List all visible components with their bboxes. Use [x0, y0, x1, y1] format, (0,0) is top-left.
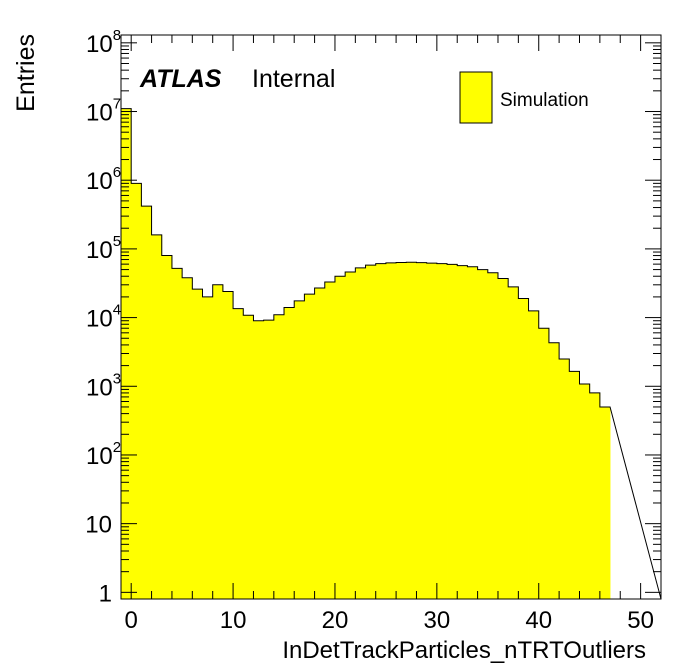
histogram-bin: [406, 262, 417, 599]
histogram-bin: [284, 307, 295, 599]
axis-ticks: [121, 35, 661, 599]
histogram-bin: [569, 371, 580, 599]
x-tick-label: 20: [322, 607, 349, 634]
internal-label: Internal: [252, 65, 335, 93]
histogram-bin: [233, 308, 244, 599]
y-tick-label: 10: [85, 512, 112, 539]
y-tick-label: 1: [99, 580, 112, 607]
x-tick-label: 0: [125, 607, 138, 634]
histogram-bin: [212, 284, 224, 599]
histogram-bin: [141, 206, 152, 599]
y-tick-labels: 1 10 102 103 104 105 106 107 108: [85, 27, 121, 608]
x-tick-label: 40: [525, 607, 552, 634]
x-tick-label: 10: [220, 607, 247, 634]
histogram-bin: [192, 289, 203, 599]
histogram-bin: [314, 287, 326, 599]
legend-swatch: [459, 71, 493, 124]
histogram-bin: [324, 281, 336, 599]
y-tick-label: 108: [86, 27, 121, 58]
histogram-bin: [222, 291, 234, 599]
histogram-bin: [457, 265, 468, 599]
histogram-bin: [579, 383, 591, 599]
histogram-outline: [120, 108, 662, 600]
histogram-bin: [202, 296, 214, 599]
histogram-bin: [334, 276, 346, 599]
x-axis-label: InDetTrackParticles_nTRTOutliers: [282, 637, 646, 664]
y-tick-label: 107: [86, 96, 121, 127]
histogram-bin: [375, 263, 387, 599]
x-tick-label: 50: [627, 607, 654, 634]
y-axis-label: Entries: [12, 34, 40, 112]
histogram-bin: [243, 315, 254, 599]
histogram-bin: [538, 328, 550, 599]
y-tick-label: 102: [86, 439, 121, 470]
histogram-bars: [121, 108, 611, 600]
histogram-bin: [508, 286, 519, 599]
histogram-bin: [548, 342, 560, 599]
histogram-bin: [487, 272, 499, 599]
x-tick-labels: 0 10 20 30 40 50: [125, 607, 654, 634]
atlas-label: ATLAS: [139, 65, 222, 93]
y-tick-label: 105: [86, 233, 121, 264]
histogram-bin: [559, 358, 570, 599]
histogram-bin: [528, 310, 540, 599]
histogram-bin: [304, 294, 315, 599]
plot-frame: [120, 34, 662, 600]
histogram-bin: [477, 269, 489, 599]
histogram-bin: [426, 263, 438, 599]
histogram-bin: [273, 314, 285, 599]
histogram-bin: [263, 320, 275, 599]
histogram-bin: [589, 392, 601, 599]
y-tick-label: 104: [86, 302, 121, 333]
histogram-bin: [182, 277, 193, 599]
x-tick-label: 30: [423, 607, 450, 634]
histogram-bin: [131, 183, 142, 599]
histogram-bin: [294, 300, 305, 599]
histogram-bin: [467, 266, 479, 599]
histogram-bin: [171, 268, 183, 599]
histogram-bin: [518, 298, 529, 599]
histogram-bin: [497, 278, 509, 599]
histogram-bin: [416, 262, 428, 599]
y-tick-label: 103: [86, 370, 121, 401]
histogram-bin: [355, 267, 366, 599]
histogram-bin: [396, 262, 407, 599]
y-tick-label: 106: [86, 164, 121, 195]
legend-entry: Simulation: [500, 90, 589, 111]
histogram-bin: [599, 406, 611, 599]
histogram-bin: [447, 264, 458, 599]
histogram-bin: [436, 263, 448, 599]
histogram-bin: [161, 255, 173, 600]
histogram-bin: [345, 272, 356, 599]
histogram-bin: [385, 262, 397, 599]
histogram-bin: [151, 234, 163, 600]
histogram-bin: [365, 265, 377, 599]
histogram-bin: [253, 320, 265, 599]
